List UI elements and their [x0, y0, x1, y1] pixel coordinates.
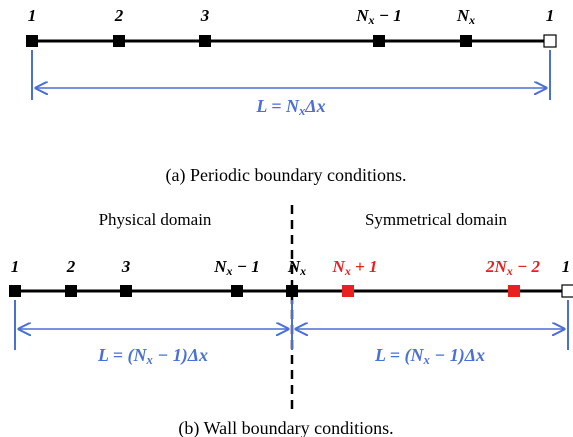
math-label: 2Nx − 2 — [485, 257, 541, 278]
text: + 1 — [351, 257, 378, 276]
math-label: 3 — [200, 6, 210, 25]
caption: (b) Wall boundary conditions. — [178, 418, 393, 437]
node — [543, 34, 557, 48]
node — [65, 285, 77, 297]
subscript: x — [506, 264, 513, 278]
math-label: 3 — [121, 257, 131, 276]
math-label: L = (Nx − 1)Δx — [374, 345, 485, 367]
subscript: x — [368, 13, 375, 27]
node — [113, 35, 125, 47]
subscript: x — [468, 13, 475, 27]
text: 3 — [121, 257, 131, 276]
subscript: x — [146, 353, 153, 367]
text: − 1 — [374, 6, 401, 25]
math-label: L = NxΔx — [255, 96, 325, 118]
text: Δx — [304, 96, 325, 116]
node — [561, 284, 573, 298]
math-label: 1 — [28, 6, 37, 25]
subscript: x — [423, 353, 430, 367]
text: 2 — [114, 6, 124, 25]
math-label: Nx — [287, 257, 306, 278]
math-label: 1 — [11, 257, 20, 276]
text: 2 — [66, 257, 76, 276]
text: 3 — [200, 6, 210, 25]
node — [286, 285, 298, 297]
text: N — [287, 257, 301, 276]
text: 1 — [546, 6, 555, 25]
text: 1 — [11, 257, 20, 276]
text: L = (N — [374, 345, 425, 366]
text: N — [213, 257, 227, 276]
node — [120, 285, 132, 297]
math-label: L = (Nx − 1)Δx — [97, 345, 208, 367]
text: 2N — [485, 257, 508, 276]
math-label: 2 — [66, 257, 76, 276]
node — [26, 35, 38, 47]
text: L = N — [255, 96, 300, 116]
math-label: Nx − 1 — [213, 257, 260, 278]
subscript: x — [344, 264, 351, 278]
subscript: x — [226, 264, 233, 278]
domain-label: Symmetrical domain — [365, 210, 508, 229]
node — [373, 35, 385, 47]
subscript: x — [299, 264, 306, 278]
domain-label: Physical domain — [99, 210, 212, 229]
subscript: x — [298, 104, 305, 118]
text: N — [456, 6, 470, 25]
text: N — [332, 257, 346, 276]
text: L = (N — [97, 345, 148, 366]
text: − 2 — [513, 257, 541, 276]
node — [9, 285, 21, 297]
math-label: Nx — [456, 6, 475, 27]
node — [231, 285, 243, 297]
node — [460, 35, 472, 47]
math-label: 1 — [562, 257, 571, 276]
text: − 1)Δx — [430, 345, 485, 366]
text: 1 — [28, 6, 37, 25]
text: N — [355, 6, 369, 25]
node — [508, 285, 520, 297]
text: − 1)Δx — [153, 345, 208, 366]
math-label: 1 — [546, 6, 555, 25]
math-label: Nx − 1 — [355, 6, 402, 27]
text: 1 — [562, 257, 571, 276]
math-label: 2 — [114, 6, 124, 25]
text: − 1 — [232, 257, 259, 276]
node — [199, 35, 211, 47]
caption: (a) Periodic boundary conditions. — [166, 165, 407, 186]
node — [342, 285, 354, 297]
math-label: Nx + 1 — [332, 257, 378, 278]
